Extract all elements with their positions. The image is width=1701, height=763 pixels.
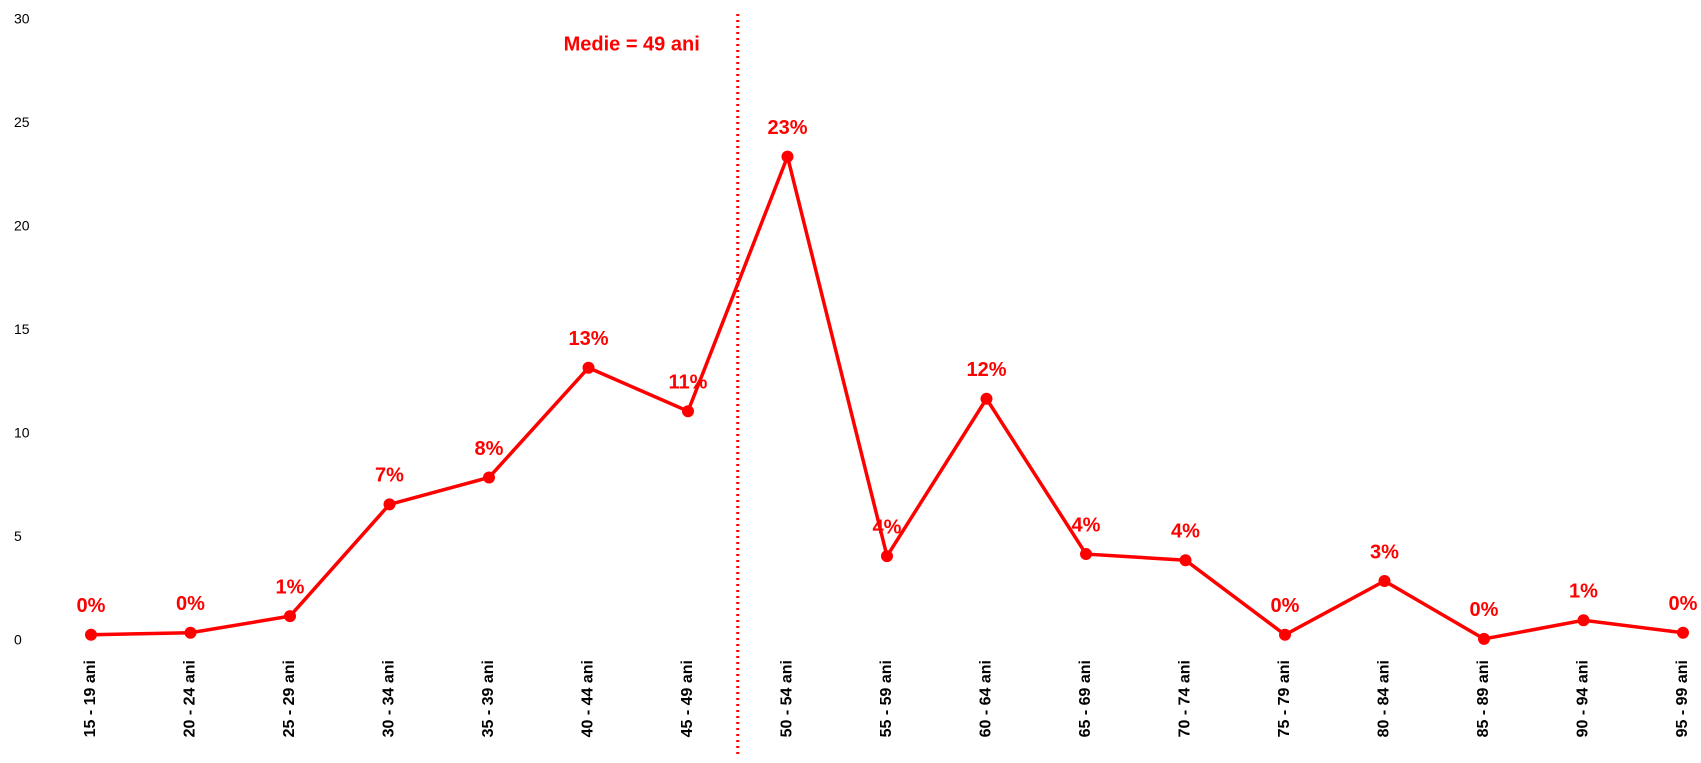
value-label: 0%	[1271, 595, 1300, 617]
y-tick-label: 10	[14, 425, 30, 441]
point	[1577, 614, 1590, 627]
value-label: 0%	[176, 593, 205, 615]
value-label: 1%	[276, 576, 305, 598]
point	[284, 610, 296, 623]
x-tick-label: 85 - 89 ani	[1475, 660, 1492, 737]
value-label: 12%	[966, 359, 1006, 381]
x-tick-label: 45 - 49 ani	[679, 660, 696, 737]
x-tick-label: 80 - 84 ani	[1376, 660, 1393, 737]
x-tick-label: 55 - 59 ani	[878, 660, 895, 737]
point	[1179, 554, 1192, 567]
point	[85, 628, 97, 641]
point	[682, 405, 694, 418]
point	[980, 392, 993, 405]
x-tick-label: 40 - 44 ani	[580, 660, 597, 737]
value-label: 11%	[669, 372, 708, 394]
point	[1378, 574, 1391, 587]
x-tick-label: 20 - 24 ani	[182, 660, 199, 737]
mean-label: Medie = 49 ani	[564, 33, 700, 55]
value-label: 4%	[873, 516, 902, 538]
value-label: 0%	[77, 595, 106, 617]
value-label: 0%	[1470, 599, 1499, 621]
value-label: 1%	[1569, 581, 1598, 603]
y-tick-label: 20	[14, 218, 30, 234]
x-tick-label: 65 - 69 ani	[1077, 660, 1094, 737]
x-tick-label: 50 - 54 ani	[779, 660, 796, 737]
value-label: 8%	[475, 438, 504, 460]
value-label: 0%	[1669, 593, 1698, 615]
value-label: 13%	[568, 328, 608, 350]
x-tick-label: 75 - 79 ani	[1276, 660, 1293, 737]
y-tick-label: 25	[14, 114, 30, 130]
value-label: 4%	[1171, 521, 1200, 543]
y-tick-label: 5	[14, 528, 22, 544]
value-label: 3%	[1370, 541, 1399, 563]
point	[582, 361, 595, 374]
y-tick-label: 30	[14, 11, 30, 27]
point	[881, 550, 893, 563]
point	[184, 626, 197, 639]
point	[1279, 628, 1291, 641]
value-label: 23%	[767, 117, 807, 139]
point	[1478, 632, 1490, 645]
y-tick-label: 0	[14, 632, 22, 648]
point	[781, 150, 794, 163]
point	[483, 471, 495, 484]
x-tick-label: 30 - 34 ani	[381, 660, 398, 737]
x-tick-label: 25 - 29 ani	[281, 660, 298, 737]
x-tick-label: 15 - 19 ani	[82, 660, 99, 737]
x-tick-label: 70 - 74 ani	[1177, 660, 1194, 737]
point	[383, 498, 396, 511]
value-label: 7%	[375, 465, 404, 487]
x-tick-label: 35 - 39 ani	[480, 660, 497, 737]
line	[90, 150, 1684, 641]
x-tick-label: 95 - 99 ani	[1674, 660, 1691, 737]
point	[1080, 548, 1092, 561]
value-label: 4%	[1072, 514, 1101, 536]
point	[1677, 626, 1689, 639]
x-tick-label: 90 - 94 ani	[1575, 660, 1592, 737]
y-tick-label: 15	[14, 321, 30, 337]
x-tick-label: 60 - 64 ani	[978, 660, 995, 737]
